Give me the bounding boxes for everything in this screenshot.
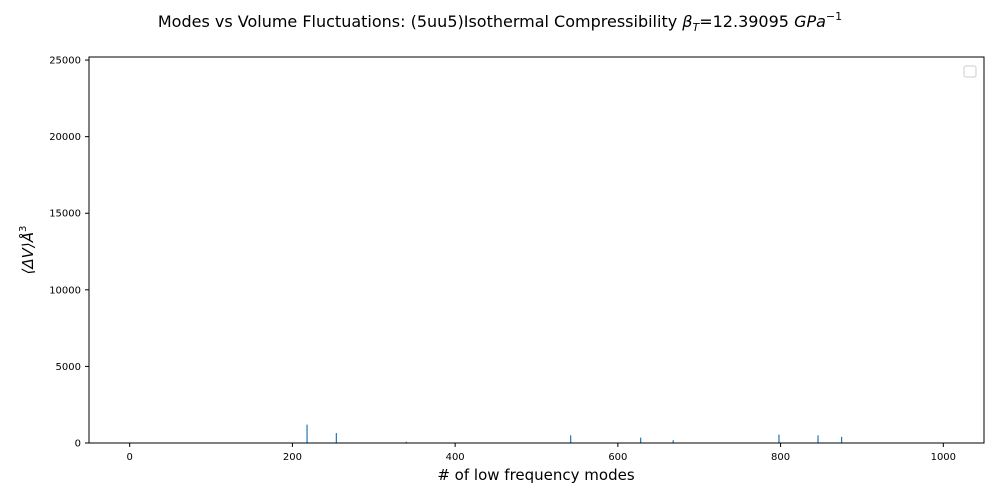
y-tick-label: 20000	[49, 132, 81, 143]
x-tick-label: 600	[608, 452, 627, 463]
axes-frame	[88, 56, 985, 444]
x-tick-label: 400	[446, 452, 465, 463]
bar-mode-254	[335, 433, 337, 443]
title-beta-sub: T	[692, 21, 700, 34]
y-axis-label-sup: 3	[18, 226, 29, 232]
plot-area	[306, 424, 843, 443]
y-tick-label: 0	[75, 439, 81, 450]
bar-mode-846	[817, 435, 819, 443]
bar-mode-340	[405, 441, 407, 443]
x-tick-label: 800	[771, 452, 790, 463]
bar-mode-628	[640, 437, 642, 443]
bar-mode-875	[841, 436, 843, 443]
title-value: =12.39095	[699, 12, 794, 31]
legend-box	[963, 65, 977, 78]
bar-mode-542	[570, 435, 572, 443]
y-tick-label: 25000	[49, 56, 81, 67]
y-axis-ticks: 0 5000 10000 15000 20000 25000	[49, 56, 89, 450]
bar-mode-798	[778, 434, 780, 443]
x-axis-ticks: 0 200 400 600 800 1000	[126, 443, 956, 463]
y-tick-label: 15000	[49, 209, 81, 220]
y-tick-label: 5000	[56, 362, 81, 373]
x-tick-label: 200	[283, 452, 302, 463]
title-prefix: Modes vs Volume Fluctuations: (5uu5)Isot…	[158, 12, 682, 31]
chart-title: Modes vs Volume Fluctuations: (5uu5)Isot…	[158, 10, 842, 34]
bar-mode-668	[672, 440, 674, 443]
title-beta: β	[681, 12, 692, 31]
title-unit-sup: −1	[826, 10, 842, 23]
y-axis-label: ⟨ΔV⟩Å3	[18, 226, 37, 275]
x-tick-label: 1000	[931, 452, 956, 463]
y-axis-label-main: ⟨ΔV⟩Å	[18, 232, 37, 275]
bar-mode-218	[306, 424, 308, 443]
x-tick-label: 0	[126, 452, 132, 463]
title-unit: GPa	[794, 12, 826, 31]
x-axis-label: # of low frequency modes	[437, 466, 634, 484]
y-tick-label: 10000	[49, 285, 81, 296]
